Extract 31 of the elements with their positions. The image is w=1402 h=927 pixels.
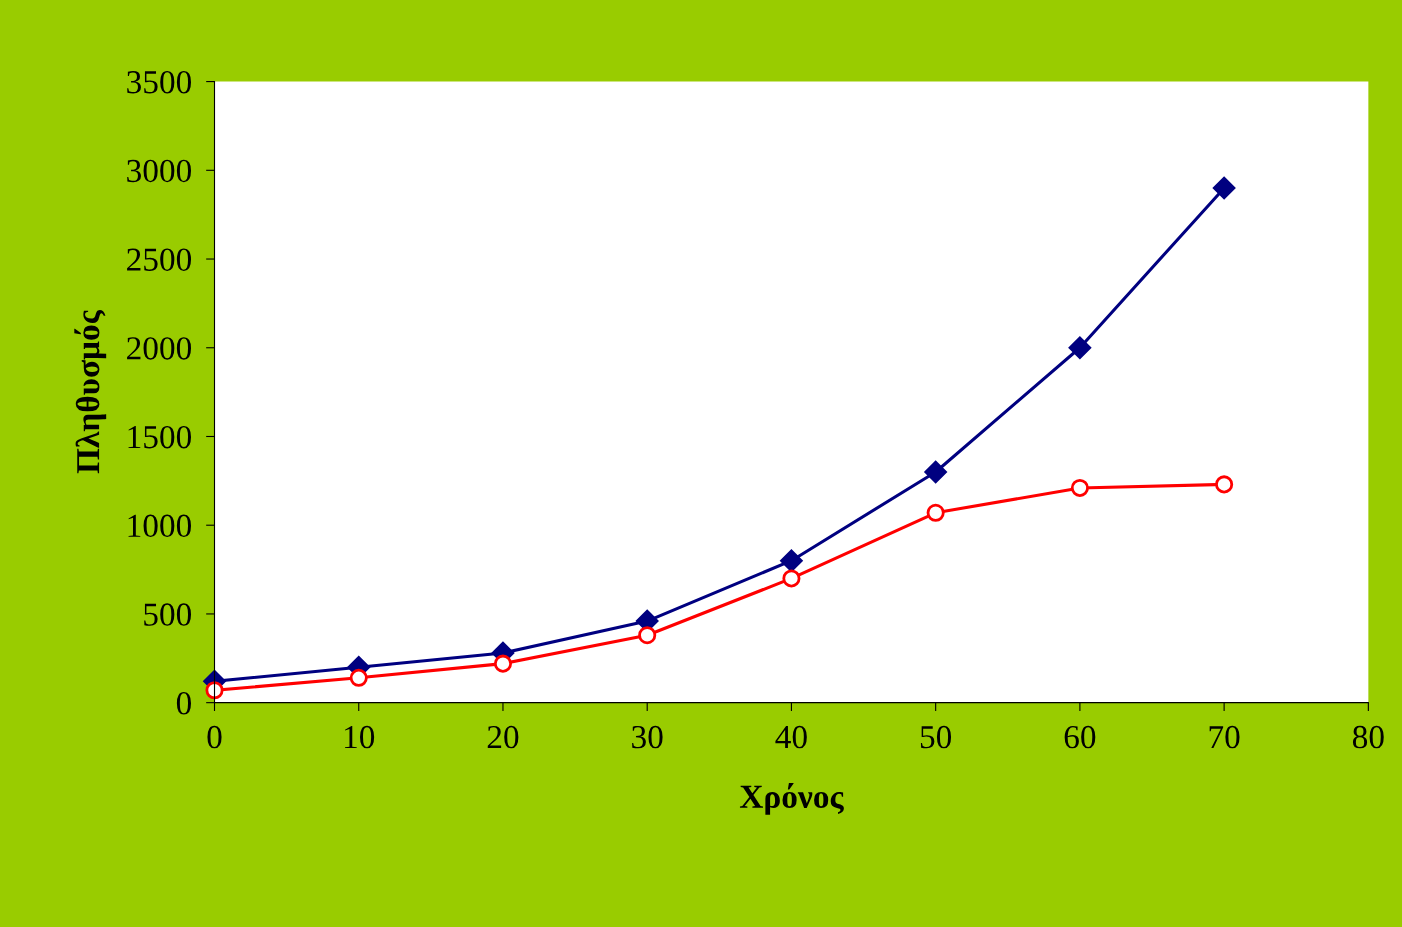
point (780, 549, 803, 572)
point (1212, 176, 1236, 200)
y-tick-label: 0 (176, 692, 192, 715)
y-tick-label: 2500 (127, 248, 192, 271)
point (1068, 336, 1092, 359)
point (349, 668, 368, 687)
x-tick-label: 40 (775, 725, 807, 749)
point (924, 460, 947, 484)
point (782, 569, 801, 588)
x-tick-label: 20 (487, 725, 519, 749)
y-tick-label: 3500 (127, 70, 192, 94)
x-axis-title: Χρόνος (739, 782, 844, 815)
point (1070, 478, 1089, 497)
x-tick-label: 30 (632, 725, 663, 749)
x-tick-label: 50 (920, 725, 952, 749)
x-tick-label: 0 (207, 725, 222, 749)
x-tick-label: 70 (1209, 725, 1240, 749)
point (1215, 475, 1234, 494)
x-tick-label: 80 (1352, 725, 1384, 749)
x-tick-label: 10 (345, 725, 375, 749)
y-tick-label: 3000 (127, 159, 192, 183)
y-tick-label: 1500 (128, 425, 192, 449)
y-tick-label: 500 (144, 603, 192, 626)
x-tick-label: 60 (1064, 725, 1096, 749)
y-tick-label: 1000 (128, 514, 192, 538)
point (638, 626, 657, 645)
point (205, 681, 224, 700)
point (926, 503, 945, 522)
point (493, 654, 512, 673)
y-tick-label: 2000 (127, 337, 192, 360)
y-axis-title: Πληθυσμός (74, 309, 107, 474)
